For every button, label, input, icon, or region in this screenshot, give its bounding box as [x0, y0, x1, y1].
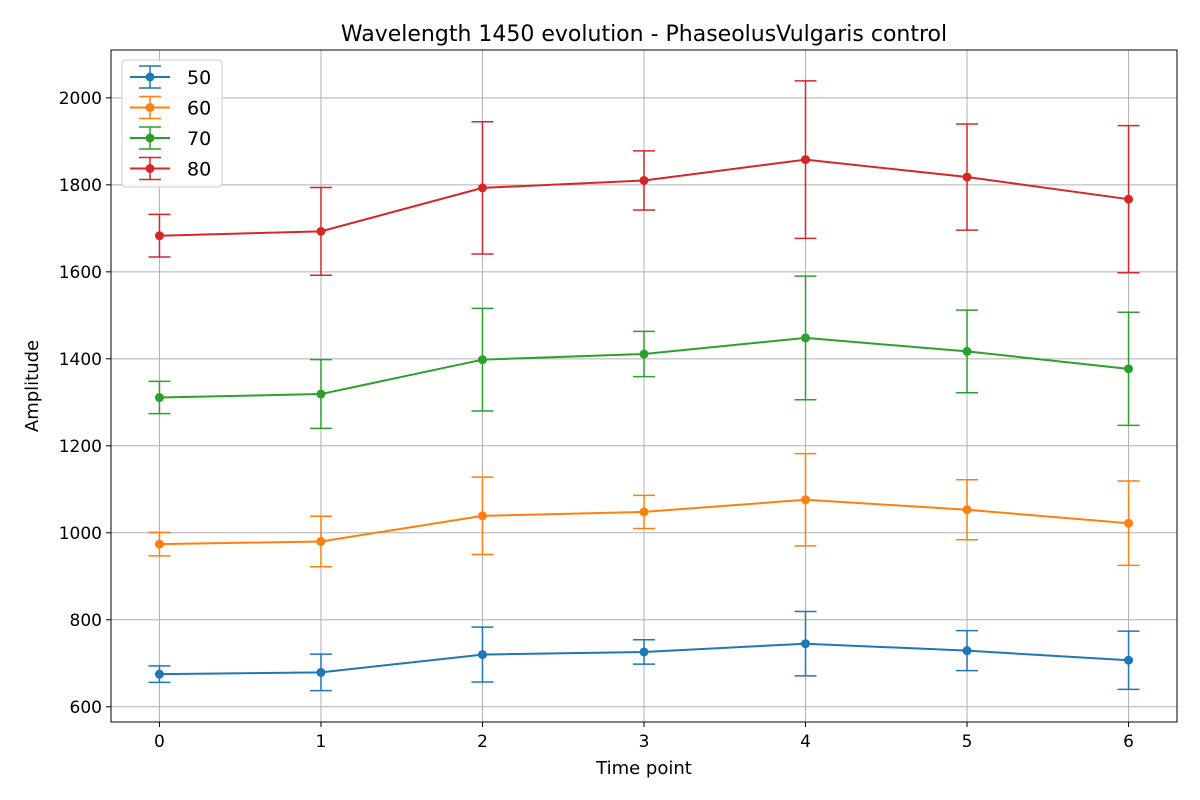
series-layer — [148, 80, 1140, 692]
legend-item-80: 80 — [130, 156, 211, 181]
data-point — [801, 495, 811, 505]
y-tick-label: 1800 — [59, 176, 102, 196]
legend-label: 70 — [187, 128, 211, 150]
data-point — [639, 349, 649, 359]
data-point — [154, 231, 164, 241]
legend-label: 60 — [187, 98, 211, 120]
data-point — [962, 346, 972, 356]
data-point — [477, 650, 487, 660]
y-tick-label: 1600 — [59, 263, 102, 283]
x-tick-label: 1 — [316, 732, 327, 752]
data-point — [1124, 655, 1134, 665]
data-point — [1124, 364, 1134, 374]
data-point — [477, 511, 487, 521]
data-point — [962, 505, 972, 515]
legend-label: 50 — [187, 67, 211, 89]
data-point — [801, 155, 811, 165]
y-tick-label: 1000 — [59, 524, 102, 544]
data-point — [639, 507, 649, 517]
legend-marker — [145, 103, 155, 112]
data-point — [1124, 518, 1134, 528]
legend-marker — [145, 72, 155, 82]
y-tick-label: 1400 — [59, 350, 102, 370]
legend-item-60: 60 — [130, 95, 211, 120]
x-axis-label: Time point — [595, 758, 692, 779]
data-point — [316, 667, 326, 677]
data-point — [316, 536, 326, 546]
data-point — [316, 226, 326, 236]
x-tick-label: 3 — [639, 732, 650, 752]
x-tick-label: 2 — [477, 732, 488, 752]
y-tick-label: 2000 — [59, 89, 102, 109]
data-point — [639, 175, 649, 185]
legend: 50 60 70 80 — [121, 59, 223, 188]
legend-box — [121, 59, 223, 188]
y-axis-label: Amplitude — [22, 340, 43, 432]
y-tick-label: 1200 — [59, 437, 102, 457]
series-60 — [148, 452, 1140, 568]
y-tick-label: 800 — [70, 611, 102, 631]
x-tick-label: 0 — [154, 732, 165, 752]
data-point — [801, 639, 811, 649]
data-point — [154, 669, 164, 679]
legend-label: 80 — [187, 159, 211, 181]
x-tick-label: 6 — [1123, 732, 1134, 752]
legend-marker — [145, 164, 155, 173]
legend-item-70: 70 — [130, 126, 211, 150]
series-50 — [148, 610, 1140, 692]
data-point — [154, 393, 164, 403]
data-point — [962, 172, 972, 182]
x-tick-label: 4 — [800, 732, 811, 752]
data-point — [154, 539, 164, 549]
ticks: 0 1 2 3 4 5 6 600 800 1000 1200 1400 1600 1800 2000 — [59, 89, 1134, 752]
data-point — [639, 647, 649, 657]
data-point — [801, 333, 811, 343]
x-tick-label: 5 — [962, 732, 973, 752]
data-point — [962, 646, 972, 656]
data-point — [316, 389, 326, 399]
legend-item-50: 50 — [130, 65, 211, 89]
legend-marker — [145, 133, 155, 143]
series-80 — [148, 80, 1140, 277]
y-tick-label: 600 — [70, 698, 102, 718]
data-point — [1124, 194, 1134, 204]
series-70 — [148, 275, 1140, 430]
data-point — [477, 355, 487, 365]
chart-title: Wavelength 1450 evolution - PhaseolusVul… — [341, 22, 947, 47]
data-point — [477, 183, 487, 193]
